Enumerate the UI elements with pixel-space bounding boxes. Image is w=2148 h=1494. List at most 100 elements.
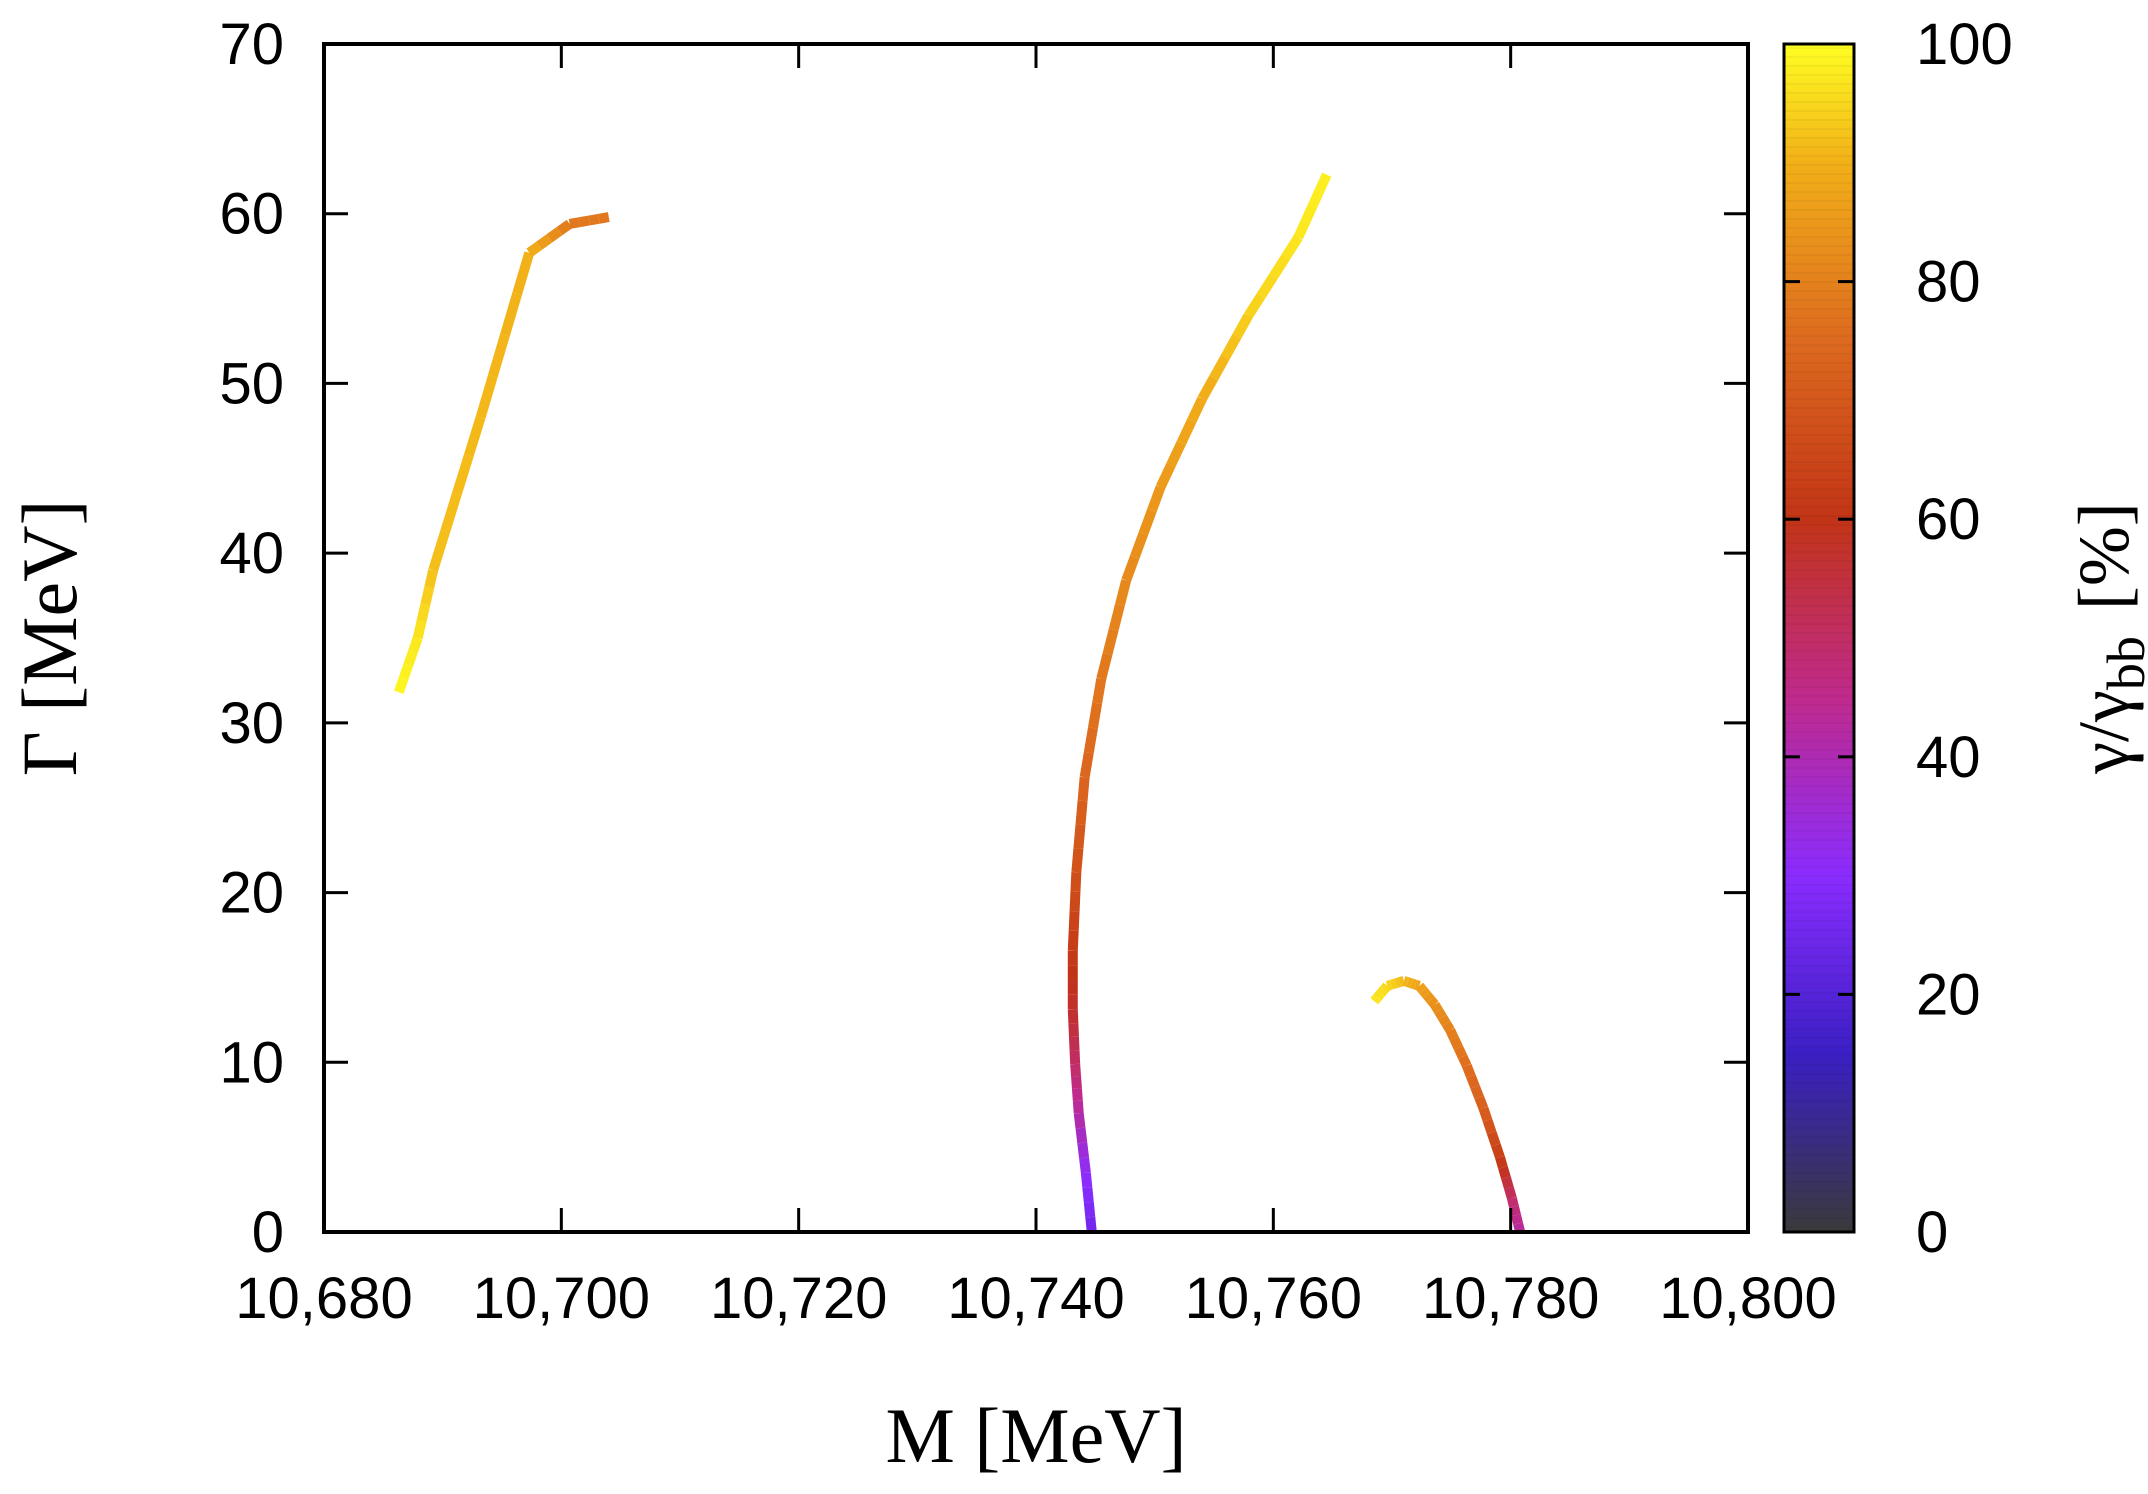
series-segment <box>1072 1100 1084 1114</box>
series-segment <box>1413 979 1421 991</box>
series-layer <box>394 172 1526 1234</box>
series-segment <box>1402 976 1410 987</box>
series-trajectory-1 <box>394 212 610 694</box>
series-segment <box>578 215 591 228</box>
series-segment <box>1220 333 1242 360</box>
series-segment <box>1434 1008 1447 1020</box>
series-segment <box>1071 1075 1082 1089</box>
series-segment <box>1419 987 1431 999</box>
y-tick-label: 60 <box>219 182 284 247</box>
series-segment <box>1373 990 1385 1001</box>
series-segment <box>1427 996 1439 1008</box>
series-segment <box>1300 204 1318 224</box>
series-segment <box>1445 1027 1459 1042</box>
x-tick-label: 10,700 <box>473 1266 650 1331</box>
series-segment <box>536 234 553 250</box>
colorbar-tick-label: 0 <box>1916 1200 1948 1265</box>
series-trajectory-2 <box>1067 172 1332 1233</box>
colorbar-title-unit: [%] <box>2064 502 2144 610</box>
y-tick-label: 70 <box>219 12 284 77</box>
series-segment <box>1083 1201 1096 1218</box>
series-segment <box>1478 1106 1493 1123</box>
series-segment <box>1269 254 1291 280</box>
series-segment <box>1067 930 1079 951</box>
series-segment <box>1071 848 1084 873</box>
series-segment <box>1077 776 1090 802</box>
series-segment <box>1244 293 1266 319</box>
series-segment <box>1121 555 1140 583</box>
series-segment <box>1307 188 1325 209</box>
series-segment <box>1410 978 1418 990</box>
series-segment <box>1501 1176 1514 1190</box>
series-segment <box>1511 1213 1523 1225</box>
colorbar-tick-label: 100 <box>1916 12 2013 77</box>
series-segment <box>1176 418 1197 445</box>
series-segment <box>1389 978 1398 990</box>
series-segment <box>1068 1023 1079 1038</box>
series-segment <box>1068 911 1080 931</box>
colorbar: 0 20 40 60 80 100 γ/γbb [%] <box>1782 12 2148 1265</box>
series-segment <box>1096 652 1113 680</box>
colorbar-gradient <box>1784 44 1854 1232</box>
series-segment <box>1083 727 1098 754</box>
colorbar-tick-label: 60 <box>1916 487 1981 552</box>
series-segment <box>1073 824 1086 849</box>
series-segment <box>398 663 413 681</box>
y-tick-label: 40 <box>219 521 284 586</box>
series-segment <box>1293 219 1310 240</box>
series-segment <box>416 602 431 623</box>
x-tick-label: 10,720 <box>710 1266 887 1331</box>
y-axis-title: Γ [MeV] <box>6 500 93 777</box>
series-segment <box>1077 1142 1090 1159</box>
series-trajectory-3 <box>1370 976 1526 1234</box>
series-segment <box>1398 976 1406 987</box>
x-tick-label: 10,740 <box>947 1266 1124 1331</box>
y-tick-label: 30 <box>219 691 284 756</box>
series-segment <box>403 649 418 667</box>
series-segment <box>1509 1205 1521 1217</box>
x-tick-label: 10,760 <box>1185 1266 1362 1331</box>
series-segment <box>1075 1127 1088 1144</box>
series-segment <box>1376 986 1388 997</box>
series-segment <box>1406 977 1414 989</box>
colorbar-title: γ/γbb [%] <box>2064 502 2148 775</box>
series-segment <box>424 569 439 589</box>
series-segment <box>1394 977 1402 989</box>
x-tick-label: 10,780 <box>1422 1266 1599 1331</box>
series-segment <box>428 530 450 572</box>
series-segment <box>1082 1186 1094 1203</box>
series-segment <box>1067 1009 1079 1024</box>
series-segment <box>512 251 535 296</box>
series-segment <box>475 374 498 419</box>
y-tick-label: 50 <box>219 351 284 416</box>
svg-text:γ/γbb[%]: γ/γbb [%] <box>2064 502 2148 775</box>
series-segment <box>1470 1085 1484 1100</box>
series-segment <box>1147 485 1166 513</box>
series-segment <box>1130 531 1149 559</box>
series-segment <box>1370 994 1382 1005</box>
series-segment <box>1092 677 1107 705</box>
series-segment <box>1449 1036 1463 1050</box>
series-segment <box>1256 273 1278 299</box>
series-segment <box>1281 234 1303 260</box>
series-segment <box>1442 1021 1455 1033</box>
series-segment <box>1088 702 1103 729</box>
series-segment <box>488 333 510 378</box>
series-segment <box>1115 579 1132 607</box>
colorbar-tick-label: 80 <box>1916 250 1981 315</box>
series-segment <box>1495 1155 1508 1169</box>
colorbar-tick-label: 40 <box>1916 725 1981 790</box>
series-segment <box>408 636 423 654</box>
y-tick-label: 10 <box>219 1030 284 1095</box>
series-segment <box>1438 1014 1451 1027</box>
series-segment <box>588 213 600 226</box>
colorbar-ticks: 0 20 40 60 80 100 <box>1784 12 2013 1265</box>
series-segment <box>412 619 427 640</box>
series-segment <box>1166 440 1186 468</box>
series-segment <box>1071 1088 1083 1102</box>
series-segment <box>1232 313 1253 339</box>
y-axis: 0 10 20 30 40 50 60 70 <box>219 12 1748 1265</box>
x-tick-label: 10,800 <box>1659 1266 1836 1331</box>
colorbar-title-main: γ/γ <box>2064 690 2144 775</box>
series-segment <box>1491 1143 1505 1159</box>
